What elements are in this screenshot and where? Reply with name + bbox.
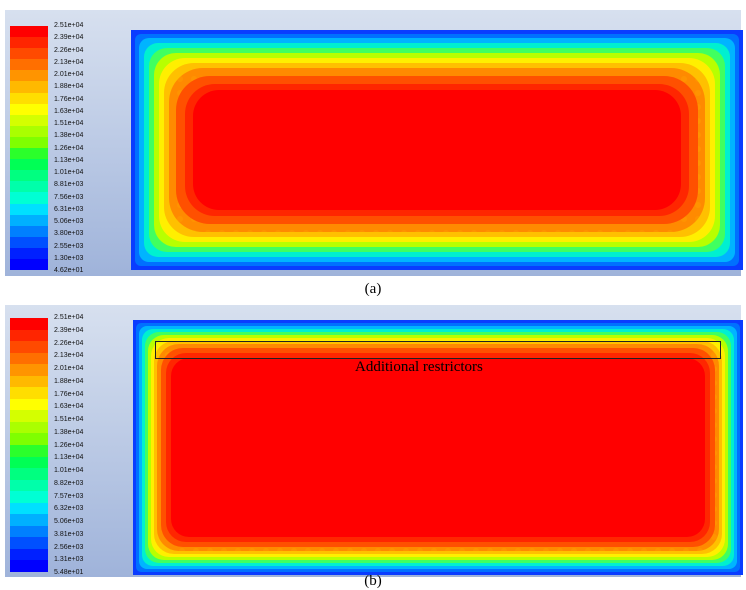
colorbar-swatch [10, 181, 48, 193]
colorbar-swatch [10, 159, 48, 171]
colorbar-tick-label: 1.26e+04 [54, 441, 84, 449]
pressure-contour-a [131, 30, 743, 270]
caption-b: (b) [364, 573, 382, 589]
colorbar-tick-label: 2.56e+03 [54, 543, 84, 551]
colorbar-tick-label: 5.48e+01 [54, 569, 84, 576]
colorbar-tick-label: 2.13e+04 [54, 58, 84, 66]
colorbar-swatch [10, 192, 48, 204]
contour-panel-a: 2.51e+04 2.39e+04 2.26e+04 2.13e+04 2.01e+04… [5, 10, 743, 276]
colorbar-labels-b: 2.51e+04 2.39e+04 2.26e+04 2.13e+04 2.01e+04… [54, 314, 114, 576]
colorbar-tick-label: 2.01e+04 [54, 71, 84, 78]
colorbar-tick-label: 8.81e+03 [54, 181, 84, 189]
colorbar-tick-label: 1.76e+04 [54, 390, 84, 398]
colorbar-swatch [10, 247, 48, 259]
colorbar-tick-label: 3.80e+03 [54, 230, 84, 238]
colorbar-tick-label: 1.38e+04 [54, 132, 84, 140]
colorbar-swatch [10, 387, 48, 399]
colorbar-tick-label: 3.81e+03 [54, 530, 84, 538]
colorbar-swatch [10, 236, 48, 248]
colorbar-swatch [10, 125, 48, 137]
colorbar-tick-label: 2.01e+04 [54, 365, 84, 372]
colorbar-swatch [10, 136, 48, 149]
colorbar-tick-label: 2.26e+04 [54, 46, 84, 54]
colorbar-swatch [10, 148, 48, 160]
colorbar-b [10, 318, 48, 573]
colorbar-tick-label: 7.56e+03 [54, 193, 84, 201]
colorbar-swatch [10, 502, 48, 515]
colorbar-swatch [10, 81, 48, 93]
colorbar-tick-label: 1.63e+04 [54, 403, 84, 411]
colorbar-swatch [10, 479, 48, 492]
colorbar-tick-label: 1.88e+04 [54, 83, 84, 91]
colorbar-tick-label: 8.82e+03 [54, 479, 84, 487]
colorbar-tick-label: 2.55e+03 [54, 242, 84, 250]
colorbar-swatch [10, 410, 48, 422]
colorbar-tick-label: 5.06e+03 [54, 218, 84, 225]
colorbar-swatch [10, 203, 48, 215]
colorbar-swatch [10, 364, 48, 376]
colorbar-swatch [10, 92, 48, 104]
colorbar-swatch [10, 491, 48, 503]
colorbar-tick-label: 1.51e+04 [54, 416, 84, 423]
colorbar-swatch [10, 170, 48, 182]
colorbar-swatch [10, 421, 48, 434]
colorbar-tick-label: 1.13e+04 [54, 156, 84, 164]
colorbar-swatch [10, 398, 48, 411]
colorbar-swatch [10, 514, 48, 526]
colorbar-swatch [10, 560, 48, 573]
colorbar-tick-label: 6.32e+03 [54, 505, 84, 513]
contour-panel-b: 2.51e+04 2.39e+04 2.26e+04 2.13e+04 2.01e+04… [5, 305, 743, 577]
colorbar-tick-label: 1.38e+04 [54, 428, 84, 436]
colorbar-tick-label: 4.62e+01 [54, 267, 84, 274]
colorbar-swatch [10, 37, 48, 49]
colorbar-tick-label: 1.01e+04 [54, 169, 84, 176]
colorbar-swatch [10, 329, 48, 342]
colorbar-tick-label: 2.26e+04 [54, 339, 84, 347]
colorbar-swatch [10, 537, 48, 549]
colorbar-tick-label: 1.88e+04 [54, 377, 84, 385]
colorbar-tick-label: 1.30e+03 [54, 254, 84, 262]
colorbar-swatch [10, 352, 48, 365]
colorbar-swatch [10, 468, 48, 480]
colorbar-tick-label: 2.39e+04 [54, 34, 84, 42]
colorbar-a [10, 26, 48, 271]
colorbar-tick-label: 1.26e+04 [54, 144, 84, 152]
colorbar-swatch [10, 59, 48, 71]
colorbar-swatch [10, 433, 48, 446]
colorbar-tick-label: 1.31e+03 [54, 556, 84, 564]
colorbar-tick-label: 7.57e+03 [54, 492, 84, 500]
colorbar-swatch [10, 258, 48, 271]
colorbar-tick-label: 2.51e+04 [54, 22, 84, 29]
colorbar-tick-label: 1.13e+04 [54, 454, 84, 462]
colorbar-tick-label: 6.31e+03 [54, 205, 84, 213]
colorbar-swatch [10, 341, 48, 353]
colorbar-swatch [10, 26, 48, 38]
caption-a: (a) [364, 281, 382, 297]
colorbar-tick-label: 1.51e+04 [54, 120, 84, 127]
restrictors-annotation: Additional restrictors [355, 359, 483, 375]
pressure-contour-b [133, 320, 743, 575]
colorbar-swatch [10, 525, 48, 538]
colorbar-swatch [10, 445, 48, 457]
colorbar-swatch [10, 456, 48, 469]
colorbar-swatch [10, 70, 48, 82]
colorbar-swatch [10, 48, 48, 60]
colorbar-swatch [10, 375, 48, 388]
colorbar-tick-label: 2.39e+04 [54, 326, 84, 334]
colorbar-swatch [10, 225, 48, 237]
colorbar-tick-label: 1.76e+04 [54, 95, 84, 103]
colorbar-swatch [10, 103, 48, 115]
colorbar-labels-a: 2.51e+04 2.39e+04 2.26e+04 2.13e+04 2.01e+04… [54, 22, 114, 274]
colorbar-swatch [10, 548, 48, 561]
colorbar-swatch [10, 214, 48, 226]
colorbar-tick-label: 2.13e+04 [54, 352, 84, 360]
restrictors-highlight-box [155, 341, 721, 359]
colorbar-swatch [10, 318, 48, 330]
colorbar-tick-label: 1.01e+04 [54, 467, 84, 474]
colorbar-swatch [10, 114, 48, 126]
colorbar-tick-label: 2.51e+04 [54, 314, 84, 321]
colorbar-tick-label: 5.06e+03 [54, 518, 84, 525]
colorbar-tick-label: 1.63e+04 [54, 107, 84, 115]
